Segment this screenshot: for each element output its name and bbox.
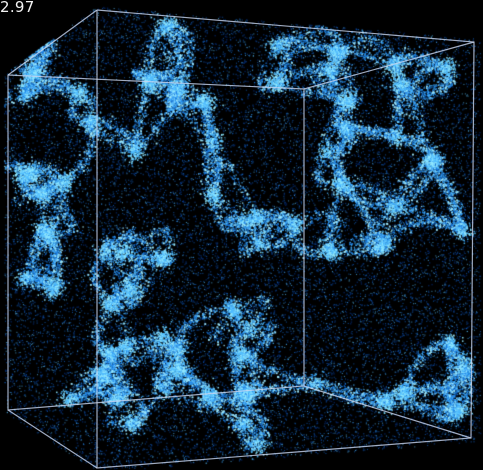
redshift-label: 2.97 bbox=[0, 0, 35, 16]
